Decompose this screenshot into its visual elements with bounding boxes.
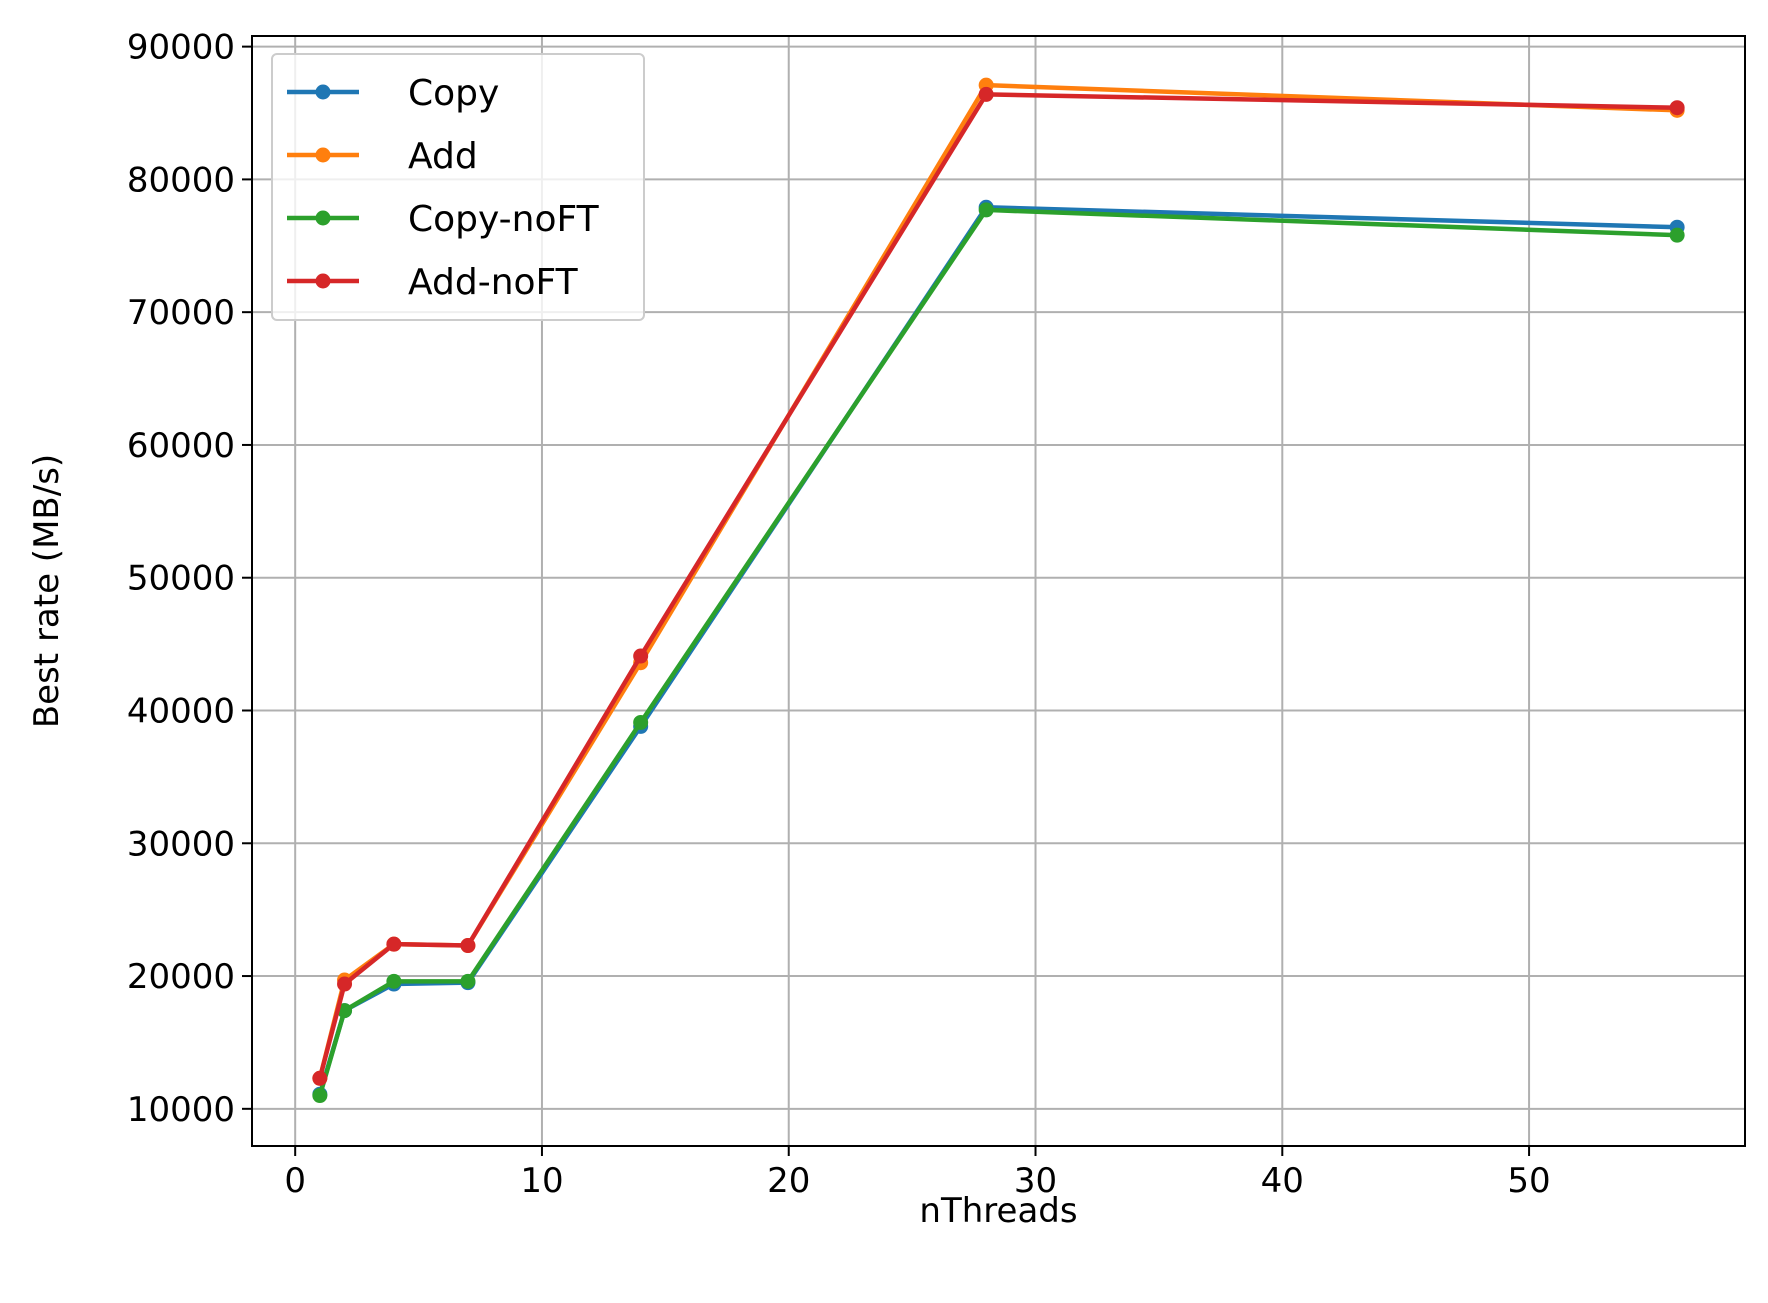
data-point (460, 973, 476, 989)
y-tick-label: 80000 (127, 160, 235, 200)
y-tick-label: 60000 (127, 426, 235, 466)
legend-marker (315, 210, 331, 226)
legend-label: Add (408, 136, 478, 177)
legend-item: Copy (287, 73, 499, 114)
data-point (312, 1070, 328, 1086)
data-point (633, 714, 649, 730)
y-tick-label: 50000 (127, 559, 235, 599)
data-point (1669, 227, 1685, 243)
x-tick-label: 20 (767, 1161, 810, 1201)
x-tick-label: 40 (1261, 1161, 1304, 1201)
y-tick-label: 90000 (127, 28, 235, 68)
legend-marker (315, 84, 331, 100)
x-tick-label: 30 (1014, 1161, 1057, 1201)
legend-item: Copy-noFT (287, 199, 600, 240)
data-point (633, 648, 649, 664)
legend-item: Add-noFT (287, 262, 579, 303)
y-tick-label: 70000 (127, 293, 235, 333)
legend-item: Add (287, 136, 478, 177)
legend-label: Add-noFT (408, 262, 579, 303)
legend-marker (315, 147, 331, 163)
series-add-noft (312, 86, 1685, 1086)
series-copy-noft (312, 202, 1685, 1104)
data-point (460, 938, 476, 954)
data-point (1669, 100, 1685, 116)
x-tick-label: 10 (520, 1161, 563, 1201)
axis-ticks: 0 10 20 30 40 50 10000 20000 30000 40000 50000 6000… (127, 28, 1551, 1201)
x-axis-label: nThreads (919, 1191, 1077, 1231)
y-axis-label: Best rate (MB/s) (27, 454, 67, 728)
y-tick-label: 40000 (127, 691, 235, 731)
plot-frame (251, 35, 1746, 1147)
legend: Copy Add Copy-noFT Add-noFT (271, 53, 645, 321)
legend-box (271, 53, 645, 321)
series-lines (312, 77, 1685, 1104)
y-tick-label: 30000 (127, 824, 235, 864)
y-tick-label: 10000 (127, 1090, 235, 1130)
x-tick-label: 50 (1507, 1161, 1550, 1201)
data-point (337, 976, 353, 992)
x-tick-label: 0 (284, 1161, 306, 1201)
data-point (978, 202, 994, 218)
data-point (312, 1088, 328, 1104)
data-point (978, 86, 994, 102)
legend-label: Copy (408, 73, 499, 114)
data-point (386, 973, 402, 989)
legend-marker (315, 273, 331, 289)
y-tick-label: 20000 (127, 957, 235, 997)
legend-label: Copy-noFT (408, 199, 600, 240)
data-point (386, 936, 402, 952)
